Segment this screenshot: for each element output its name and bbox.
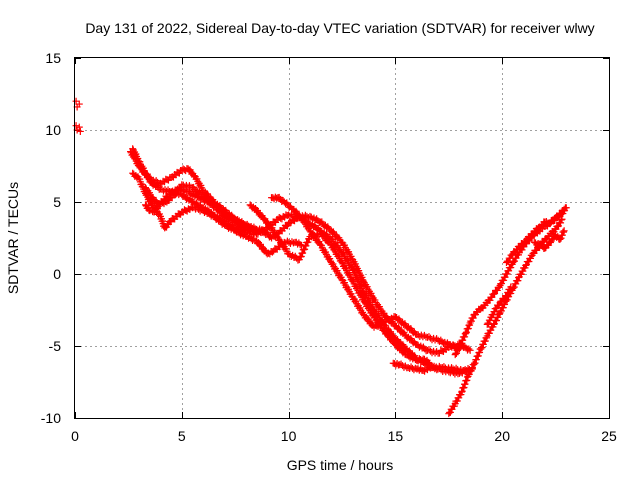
data-point-track-m (558, 231, 566, 239)
data-point-track-k (491, 308, 499, 316)
y-tick-label: 15 (45, 50, 61, 66)
data-point-track-c (193, 204, 201, 212)
data-point-track-m (560, 228, 568, 236)
y-axis-label: SDTVAR / TECUs (5, 182, 21, 294)
data-point-track-j (464, 324, 472, 332)
data-point-track-e (211, 202, 219, 210)
data-point-track-i (477, 345, 485, 353)
data-point-track-l (562, 204, 570, 212)
data-point-track-j (454, 346, 462, 354)
data-point-track-i (478, 343, 486, 351)
data-point-track-i (445, 410, 453, 418)
data-point-track-m (557, 234, 565, 242)
chart-title: Day 131 of 2022, Sidereal Day-to-day VTE… (85, 20, 594, 36)
data-point-track-j (462, 328, 470, 336)
data-point-track-i (476, 348, 484, 356)
y-tick-label: 5 (53, 194, 61, 210)
data-point-track-m (556, 235, 564, 243)
data-point-track-i (471, 359, 479, 367)
data-point-track-k (486, 316, 494, 324)
y-tick-label: -10 (41, 410, 61, 426)
data-point-track-j (461, 330, 469, 338)
data-point-track-i (557, 219, 565, 227)
data-point-track-j (500, 276, 508, 284)
data-point-early (75, 123, 83, 131)
data-point-track-i (499, 304, 507, 312)
data-point-track-j (507, 264, 515, 272)
data-point-track-g (423, 333, 431, 341)
data-point-track-j (462, 329, 470, 337)
data-point-track-i (494, 313, 502, 321)
y-tick-label: -5 (49, 338, 62, 354)
data-point-track-f (304, 238, 312, 246)
data-point-track-j (509, 258, 517, 266)
data-point-track-i (485, 329, 493, 337)
data-point-track-b (465, 345, 473, 353)
data-point-track-k (503, 292, 511, 300)
data-point-track-h (449, 365, 457, 373)
data-point-track-i (493, 316, 501, 324)
data-point-track-f (299, 249, 307, 257)
data-point-track-f (301, 245, 309, 253)
data-point-track-g (425, 333, 433, 341)
tick-labels: 0 5 10 15 20 25 -10 -5 0 5 10 15 (41, 50, 617, 444)
data-point-track-b (423, 346, 431, 354)
x-tick-label: 0 (71, 428, 79, 444)
data-point-track-f (426, 359, 434, 367)
data-point-track-i (467, 367, 475, 375)
data-point-track-i (490, 320, 498, 328)
data-point-track-i (446, 408, 454, 416)
data-point-track-b (425, 346, 433, 354)
plot-frame (74, 57, 610, 419)
data-point-track-i (453, 397, 461, 405)
data-point-track-i (527, 254, 535, 262)
data-point-track-i (522, 261, 530, 269)
data-point-track-i (472, 356, 480, 364)
data-point-track-i (474, 352, 482, 360)
data-point-track-j (457, 339, 465, 347)
x-tick-label: 20 (494, 428, 510, 444)
x-tick-label: 10 (281, 428, 297, 444)
x-tick-label: 25 (601, 428, 617, 444)
data-point-track-i (525, 258, 533, 266)
data-point-track-d (256, 225, 264, 233)
data-point-track-j (461, 333, 469, 341)
data-point-track-j (510, 257, 518, 265)
data-point-early (72, 122, 80, 130)
y-tick-label: 10 (45, 122, 61, 138)
x-tick-label: 15 (388, 428, 404, 444)
data-point-track-k (485, 319, 493, 327)
data-points (72, 97, 570, 418)
data-point-track-i (469, 364, 477, 372)
data-point-track-m (560, 227, 568, 235)
data-point-track-j (452, 349, 460, 357)
data-point-track-d (260, 227, 268, 235)
data-point-track-e (242, 225, 250, 233)
data-point-track-f (302, 242, 310, 250)
data-point-track-f (297, 252, 305, 260)
data-point-track-i (514, 277, 522, 285)
data-point-track-i (481, 337, 489, 345)
data-point-track-k (507, 283, 515, 291)
y-tick-label: 0 (53, 266, 61, 282)
data-point-track-j (490, 290, 498, 298)
data-point-track-k (483, 320, 491, 328)
data-point-track-i (517, 270, 525, 278)
x-axis-label: GPS time / hours (287, 457, 394, 473)
data-point-track-j (455, 343, 463, 351)
data-point-track-d (263, 228, 271, 236)
data-point-track-g (316, 240, 324, 248)
data-point-track-j (451, 351, 459, 359)
x-tick-label: 5 (178, 428, 186, 444)
data-point-track-i (470, 361, 478, 369)
data-point-track-j (503, 270, 511, 278)
data-point-early (75, 100, 83, 108)
data-point-early (76, 127, 84, 135)
data-point-track-k (489, 311, 497, 319)
data-point-track-b (466, 346, 474, 354)
